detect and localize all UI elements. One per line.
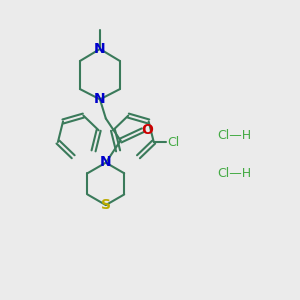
Text: Cl: Cl xyxy=(168,136,180,148)
Text: N: N xyxy=(94,42,106,56)
Text: N: N xyxy=(100,155,112,169)
Text: O: O xyxy=(141,123,153,137)
Text: Cl—H: Cl—H xyxy=(218,167,252,180)
Text: N: N xyxy=(94,92,106,106)
Text: Cl—H: Cl—H xyxy=(218,129,252,142)
Text: S: S xyxy=(101,198,111,212)
